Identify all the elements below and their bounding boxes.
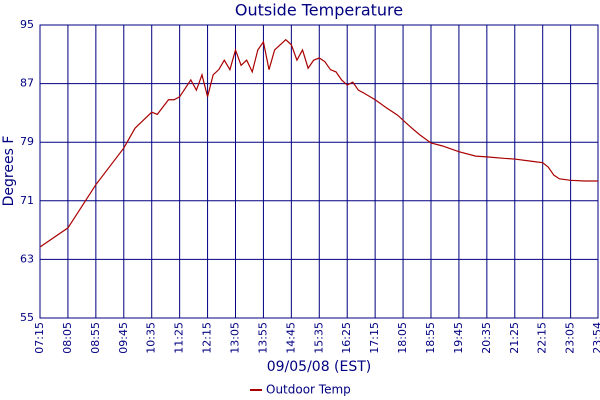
y-tick-label: 63 [20, 252, 34, 265]
legend-label: Outdoor Temp [266, 383, 351, 397]
data-line [39, 38, 598, 248]
x-tick-label: 23:05 [564, 322, 577, 354]
x-tick-label: 09:45 [117, 322, 130, 354]
x-tick-label: 20:35 [480, 322, 493, 354]
x-tick-label: 10:35 [145, 322, 158, 354]
x-tick-label: 15:35 [312, 322, 325, 354]
x-axis-label: 09/05/08 (EST) [267, 359, 372, 375]
x-tick-label: 14:45 [284, 322, 297, 354]
x-tick-label: 17:15 [368, 322, 381, 354]
x-tick-label: 18:55 [424, 322, 437, 354]
y-tick-label: 55 [20, 311, 34, 324]
x-tick-label: 11:25 [173, 322, 186, 354]
x-tick-label: 19:45 [452, 322, 465, 354]
y-tick-label: 87 [20, 77, 34, 90]
x-tick-label: 18:05 [396, 322, 409, 354]
y-tick-label: 79 [20, 135, 34, 148]
x-tick-label: 08:55 [89, 322, 102, 354]
x-tick-label: 13:05 [228, 322, 241, 354]
y-tick-label: 95 [20, 18, 34, 31]
x-tick-label: 16:25 [340, 322, 353, 354]
x-tick-label: 12:15 [201, 322, 214, 354]
x-tick-label: 21:25 [508, 322, 521, 354]
chart-title: Outside Temperature [235, 1, 403, 20]
plot-border [39, 24, 599, 319]
x-tick-label: 07:15 [33, 322, 46, 354]
x-tick-label: 08:05 [61, 322, 74, 354]
x-tick-label: 23:54 [591, 322, 600, 354]
x-tick-label: 13:55 [256, 322, 269, 354]
y-tick-label: 71 [20, 194, 34, 207]
x-tick-label: 22:15 [536, 322, 549, 354]
y-axis-label: Degrees F [1, 136, 17, 207]
